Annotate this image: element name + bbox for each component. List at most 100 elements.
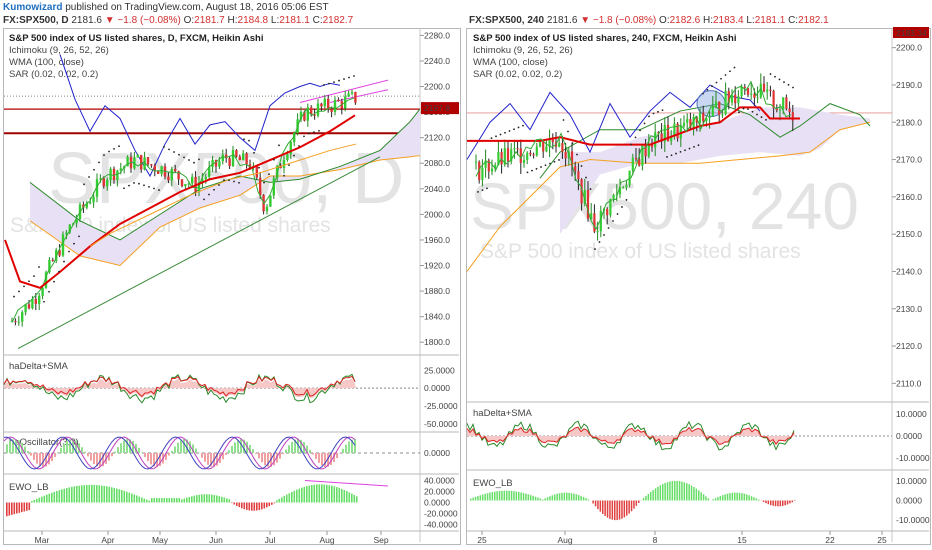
right-ewo-bar bbox=[688, 484, 690, 501]
left-ewo-bar bbox=[283, 495, 286, 503]
right-candle-body bbox=[721, 114, 724, 116]
left-ind2-bar bbox=[96, 453, 98, 467]
right-ind1-label[interactable]: haDelta+SMA bbox=[473, 408, 532, 419]
right-ewo-bar bbox=[520, 492, 522, 501]
right-time-label: 25 bbox=[477, 535, 487, 545]
left-sar-dot bbox=[298, 145, 300, 147]
right-ewo-bar bbox=[537, 497, 539, 501]
left-candle-body bbox=[218, 161, 221, 167]
left-sar-dot bbox=[183, 156, 185, 159]
right-legend-sar[interactable]: SAR (0.02, 0.02, 0.2) bbox=[473, 69, 563, 80]
left-candle-body bbox=[259, 177, 262, 196]
left-ewo-bar bbox=[11, 502, 13, 515]
left-ind2-bar bbox=[288, 445, 290, 453]
right-price-tick-label: 2140.0 bbox=[896, 266, 922, 276]
left-ewo-bar bbox=[253, 502, 256, 511]
left-sar-dot bbox=[313, 131, 315, 134]
left-ind2-bar bbox=[300, 439, 302, 453]
left-ind2-bar bbox=[234, 442, 236, 453]
left-ind2-label[interactable]: haOscillator(3,3) bbox=[9, 437, 79, 448]
right-ind1-delta-line bbox=[466, 420, 795, 451]
right-candle-body bbox=[631, 157, 634, 171]
left-ewo-bar bbox=[353, 494, 356, 503]
right-ewo-bar bbox=[611, 500, 614, 520]
published-text: published on TradingView.com, August 18,… bbox=[65, 2, 329, 13]
right-sar-dot bbox=[702, 92, 704, 95]
left-ind1-label[interactable]: haDelta+SMA bbox=[9, 361, 68, 372]
left-candle-body bbox=[197, 181, 201, 192]
right-candle-body bbox=[657, 132, 660, 134]
right-ind1-axis-label: 10.0000 bbox=[896, 409, 927, 419]
left-candle-body bbox=[228, 158, 231, 167]
right-legend-wma[interactable]: WMA (100, close) bbox=[473, 57, 548, 68]
right-sar-dot bbox=[558, 159, 560, 161]
left-tenkan-line bbox=[11, 97, 355, 323]
left-sar-dot bbox=[83, 183, 85, 186]
left-candle-body bbox=[89, 202, 92, 204]
left-ind1-axis-label: 0.0000 bbox=[424, 383, 450, 393]
left-ind2-bar bbox=[159, 453, 161, 466]
right-candle-body bbox=[542, 140, 545, 152]
left-legend: S&P 500 index of US listed shares, D, FX… bbox=[9, 33, 263, 81]
left-ind2-bar bbox=[297, 439, 299, 453]
right-chart[interactable] bbox=[466, 28, 931, 545]
left-ind2-bar bbox=[258, 453, 260, 459]
left-candle-body bbox=[109, 168, 112, 180]
right-ewo-bar bbox=[654, 488, 657, 501]
right-price-label: 2183.34 bbox=[896, 28, 927, 38]
left-ewo-bar bbox=[108, 486, 111, 503]
left-ind3-label[interactable]: EWO_LB bbox=[9, 482, 49, 493]
left-candle-body bbox=[286, 154, 289, 160]
right-sar-dot bbox=[517, 126, 520, 129]
right-sar-dot bbox=[652, 112, 655, 115]
left-low: 2181.1 bbox=[279, 15, 310, 26]
right-ewo-bar bbox=[698, 490, 700, 501]
right-candle-body bbox=[702, 112, 705, 122]
right-ewo-bar bbox=[563, 492, 566, 501]
right-ewo-bar bbox=[782, 500, 784, 506]
left-ind2-bar bbox=[276, 453, 278, 463]
right-ewo-bar bbox=[539, 498, 542, 501]
left-legend-ichimoku[interactable]: Ichimoku (9, 26, 52, 26) bbox=[9, 45, 109, 56]
right-ind2-label[interactable]: EWO_LB bbox=[473, 478, 513, 489]
author-link[interactable]: Kumowizard bbox=[3, 2, 63, 13]
right-sar-dot bbox=[643, 122, 646, 125]
left-ind2-bar bbox=[279, 453, 281, 459]
left-candle-body bbox=[126, 156, 129, 167]
left-ewo-bar bbox=[6, 502, 8, 517]
left-close: 2182.7 bbox=[322, 15, 354, 26]
right-candle-body bbox=[641, 145, 644, 166]
right-legend-ichimoku[interactable]: Ichimoku (9, 26, 52, 26) bbox=[473, 45, 573, 56]
left-chart[interactable] bbox=[3, 28, 461, 545]
left-time-label: May bbox=[152, 535, 169, 545]
left-legend-wma[interactable]: WMA (100, close) bbox=[9, 57, 84, 68]
right-sar-dot bbox=[477, 191, 479, 193]
left-candle-body bbox=[61, 234, 65, 256]
left-sar-dot bbox=[28, 280, 30, 283]
left-l-label: L: bbox=[270, 15, 280, 26]
left-ewo-bar bbox=[113, 487, 116, 503]
right-sar-dot bbox=[621, 206, 623, 208]
right-sar-dot bbox=[666, 156, 668, 158]
right-sar-dot bbox=[670, 154, 673, 157]
left-price-tick-label: 2120.0 bbox=[424, 133, 450, 143]
left-ewo-bar bbox=[331, 485, 333, 503]
left-ewo-bar bbox=[96, 485, 98, 503]
left-ind2-bar bbox=[141, 452, 143, 453]
left-ind2-bar bbox=[33, 453, 35, 461]
left-legend-sar[interactable]: SAR (0.02, 0.02, 0.2) bbox=[9, 69, 99, 80]
right-ind2-axis-label: 10.0000 bbox=[896, 476, 927, 486]
left-candle-body bbox=[75, 219, 78, 224]
right-ind1-area bbox=[467, 427, 795, 445]
right-candle-body bbox=[772, 90, 775, 109]
publish-line: Kumowizard published on TradingView.com,… bbox=[3, 2, 329, 13]
right-candle-body bbox=[775, 108, 778, 111]
right-price-tick-label: 2160.0 bbox=[896, 192, 922, 202]
right-candle-body bbox=[622, 187, 625, 189]
right-candle-body bbox=[740, 86, 743, 97]
left-sar-dot bbox=[278, 144, 280, 147]
left-ewo-bar bbox=[328, 485, 331, 503]
left-ewo-bar bbox=[143, 498, 146, 503]
left-ewo-bar bbox=[303, 486, 306, 503]
